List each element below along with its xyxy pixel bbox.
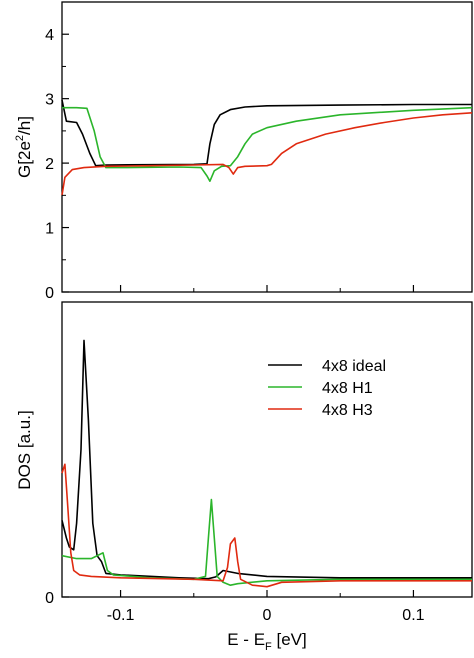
top-y-tick-label: 2 <box>45 156 54 173</box>
bottom-series-line-2 <box>61 498 472 586</box>
bottom-series-line-3 <box>61 463 472 588</box>
top-plot-frame <box>61 1 473 293</box>
bottom-y-tick-label: 0 <box>45 590 54 607</box>
bottom-y-ticks: 0 <box>45 590 69 607</box>
top-y-axis-label: G[2e2/h] <box>14 116 34 178</box>
legend-label-h1: 4x8 H1 <box>322 380 373 397</box>
legend-label-ideal: 4x8 ideal <box>322 358 386 375</box>
top-series-lines <box>61 99 473 196</box>
x-tick-label: -0.1 <box>107 607 135 624</box>
top-panel: 0 1 2 3 4 G[2e2/h] <box>14 1 473 302</box>
x-axis-label: E - EF [eV] <box>227 630 307 653</box>
top-y-axis-label-sup: 2 <box>14 135 26 141</box>
top-series-line-2 <box>62 106 473 182</box>
top-y-tick-label: 0 <box>45 285 54 302</box>
legend-label-h3: 4x8 H3 <box>322 402 373 419</box>
bottom-panel: 0 -0.1 0 0.1 DOS [a.u.] E - EF [eV] 4x8 id… <box>15 301 473 653</box>
legend: 4x8 ideal 4x8 H1 4x8 H3 <box>268 358 386 419</box>
top-y-tick-label: 4 <box>45 27 54 44</box>
bottom-plot-frame <box>61 301 473 598</box>
top-series-line-1 <box>61 99 472 167</box>
bottom-series-lines <box>61 339 472 588</box>
top-y-ticks: 0 1 2 3 4 <box>45 27 69 302</box>
top-x-ticks <box>119 285 415 292</box>
x-tick-label: 0 <box>263 607 272 624</box>
top-y-tick-label: 3 <box>45 92 54 109</box>
bottom-series-line-1 <box>61 339 472 580</box>
bottom-x-ticks: -0.1 0 0.1 <box>107 590 425 624</box>
top-series-line-3 <box>61 112 473 196</box>
x-tick-label: 0.1 <box>402 607 424 624</box>
top-y-tick-label: 1 <box>45 221 54 238</box>
x-axis-label-sub: F <box>265 641 272 653</box>
bottom-y-axis-label: DOS [a.u.] <box>15 410 34 489</box>
